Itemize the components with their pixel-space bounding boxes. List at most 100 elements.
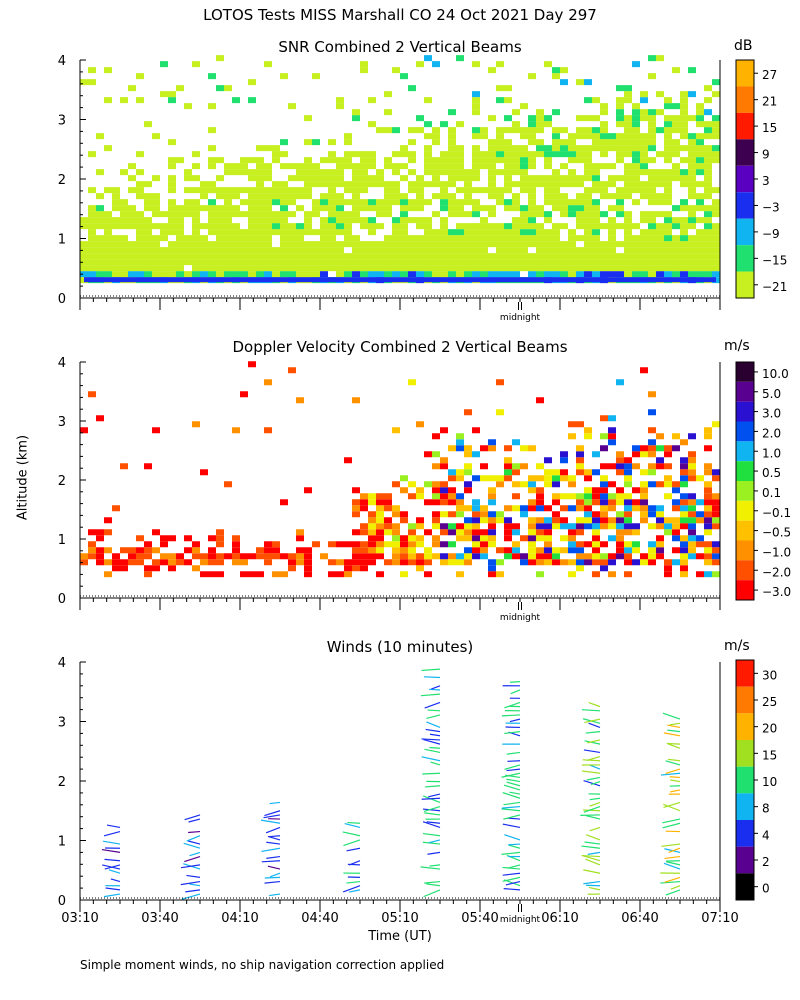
heatmap-cell — [664, 475, 672, 482]
heatmap-cell — [96, 217, 104, 224]
heatmap-cell — [208, 547, 216, 554]
heatmap-cell — [544, 271, 552, 278]
wind-barb — [427, 709, 441, 712]
heatmap-cell — [504, 205, 512, 212]
heatmap-cell — [280, 217, 288, 224]
heatmap-cell — [648, 511, 656, 518]
heatmap-cell — [696, 247, 704, 254]
heatmap-cell — [336, 103, 344, 110]
heatmap-cell — [312, 247, 320, 254]
heatmap-cell — [448, 163, 456, 170]
heatmap-cell — [232, 541, 240, 548]
heatmap-cell — [440, 553, 448, 560]
heatmap-cell — [536, 211, 544, 218]
heatmap-cell — [88, 205, 96, 212]
heatmap-cell — [168, 91, 176, 98]
heatmap-cell — [296, 247, 304, 254]
heatmap-cell — [272, 553, 280, 560]
heatmap-cell — [232, 247, 240, 254]
colorbar-label: 15 — [762, 748, 777, 762]
heatmap-cell — [688, 265, 696, 272]
wind-barb — [586, 756, 601, 761]
wind-barb — [589, 826, 601, 832]
heatmap-cell — [208, 247, 216, 254]
heatmap-cell — [408, 199, 416, 206]
heatmap-cell — [152, 247, 160, 254]
heatmap-cell — [456, 433, 464, 440]
heatmap-cell — [688, 523, 696, 530]
heatmap-cell — [520, 235, 528, 242]
heatmap-cell — [256, 163, 264, 170]
heatmap-cell — [120, 169, 128, 176]
heatmap-cell — [384, 187, 392, 194]
heatmap-cell — [320, 169, 328, 176]
colorbar-swatch — [736, 139, 754, 166]
heatmap-cell — [296, 163, 304, 170]
ground-echo-band — [84, 277, 716, 283]
heatmap-cell — [616, 259, 624, 266]
heatmap-cell — [208, 535, 216, 542]
heatmap-cell — [136, 241, 144, 248]
heatmap-cell — [488, 487, 496, 494]
colorbar-swatch — [736, 766, 754, 794]
heatmap-cell — [152, 427, 160, 434]
heatmap-cell — [120, 199, 128, 206]
heatmap-cell — [128, 211, 136, 218]
heatmap-cell — [656, 175, 664, 182]
heatmap-cell — [448, 529, 456, 536]
heatmap-cell — [208, 223, 216, 230]
heatmap-cell — [600, 415, 608, 422]
heatmap-cell — [264, 229, 272, 236]
heatmap-cell — [488, 529, 496, 536]
heatmap-cell — [432, 517, 440, 524]
heatmap-cell — [408, 553, 416, 560]
heatmap-cell — [384, 253, 392, 260]
heatmap-cell — [144, 205, 152, 212]
heatmap-cell — [512, 127, 520, 134]
heatmap-cell — [648, 127, 656, 134]
heatmap-cell — [104, 235, 112, 242]
heatmap-cell — [376, 511, 384, 518]
heatmap-cell — [448, 445, 456, 452]
heatmap-cell — [664, 181, 672, 188]
heatmap-cell — [360, 67, 368, 74]
heatmap-cell — [584, 259, 592, 266]
heatmap-cell — [288, 193, 296, 200]
heatmap-cell — [672, 175, 680, 182]
heatmap-cell — [536, 229, 544, 236]
heatmap-cell — [680, 439, 688, 446]
heatmap-cell — [704, 259, 712, 266]
heatmap-cell — [288, 565, 296, 572]
heatmap-cell — [240, 391, 248, 398]
heatmap-cell — [640, 265, 648, 272]
heatmap-cell — [584, 241, 592, 248]
heatmap-cell — [672, 235, 680, 242]
heatmap-cell — [344, 157, 352, 164]
heatmap-cell — [408, 529, 416, 536]
heatmap-cell — [704, 505, 712, 512]
heatmap-cell — [688, 139, 696, 146]
heatmap-cell — [632, 523, 640, 530]
heatmap-cell — [552, 175, 560, 182]
heatmap-cell — [704, 229, 712, 236]
heatmap-cell — [632, 133, 640, 140]
heatmap-cell — [216, 259, 224, 266]
heatmap-cell — [144, 571, 152, 578]
heatmap-cell — [568, 175, 576, 182]
heatmap-cell — [368, 205, 376, 212]
heatmap-cell — [560, 175, 568, 182]
heatmap-cell — [552, 559, 560, 566]
heatmap-cell — [680, 145, 688, 152]
wind-barb — [342, 885, 361, 893]
heatmap-cell — [432, 61, 440, 68]
heatmap-cell — [680, 559, 688, 566]
heatmap-cell — [632, 139, 640, 146]
heatmap-cell — [600, 565, 608, 572]
heatmap-cell — [544, 199, 552, 206]
heatmap-cell — [232, 193, 240, 200]
heatmap-cell — [504, 97, 512, 104]
heatmap-cell — [648, 523, 656, 530]
wind-barb — [583, 749, 601, 754]
heatmap-cell — [536, 181, 544, 188]
heatmap-cell — [632, 445, 640, 452]
